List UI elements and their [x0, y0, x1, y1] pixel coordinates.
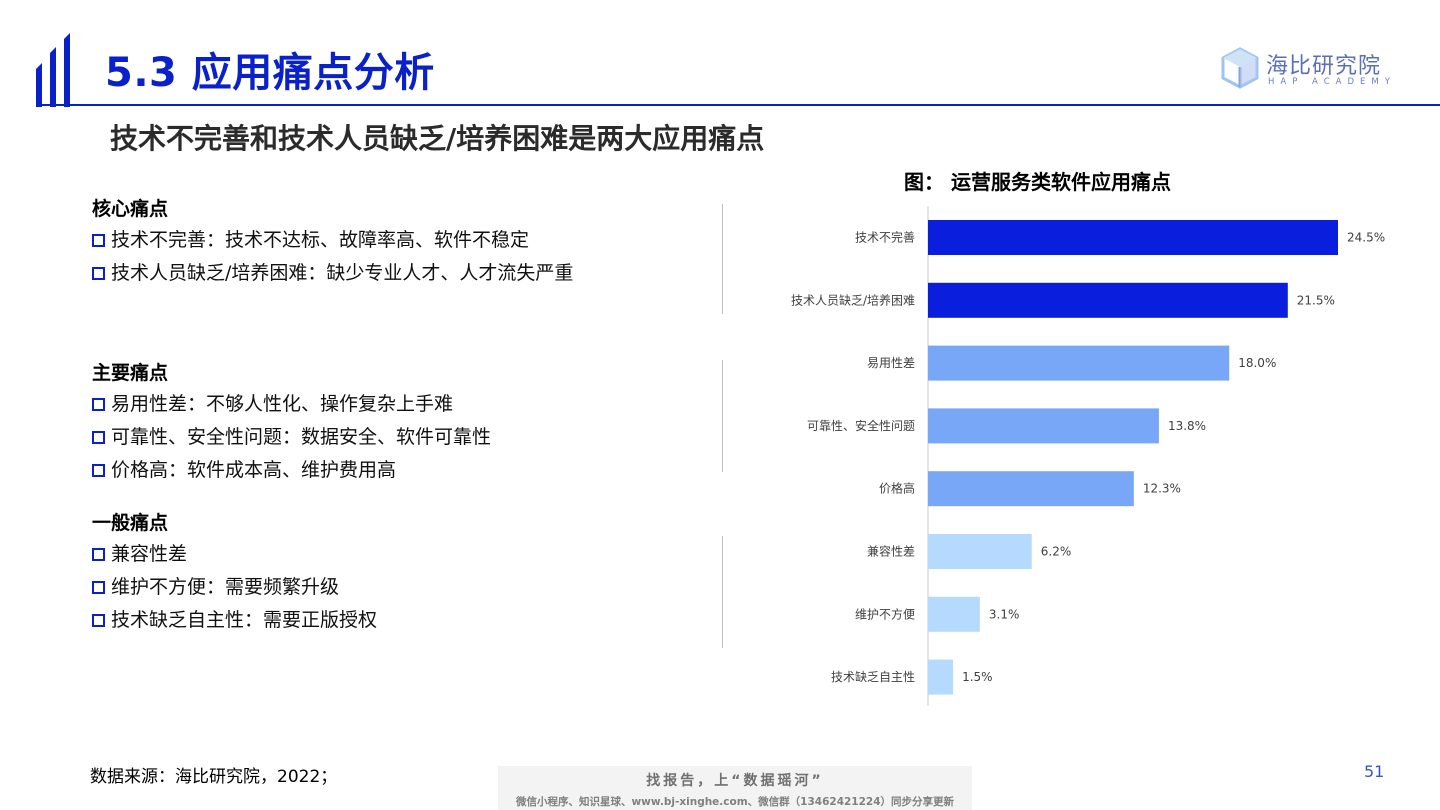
category-label: 维护不方便: [855, 606, 915, 621]
item-text: 兼容性差: [111, 543, 188, 565]
chart-bar: [928, 282, 1288, 318]
pain-group-general: 一般痛点 兼容性差 维护不方便：需要频繁升级 技术缺乏自主性：需要正版授权: [92, 508, 377, 637]
category-label: 技术不完善: [855, 230, 915, 245]
group-title: 核心痛点: [92, 198, 169, 220]
watermark-line-2: 微信小程序、知识星球、www.bj-xinghe.com、微信群（1346242…: [515, 796, 955, 808]
chart-title: 图： 运营服务类软件应用痛点: [904, 170, 1171, 194]
pain-group-core: 核心痛点 技术不完善：技术不达标、故障率高、软件不稳定 技术人员缺乏/培养困难：…: [92, 194, 573, 290]
value-label: 21.5%: [1297, 293, 1335, 307]
square-bullet-icon: [92, 398, 105, 411]
square-bullet-icon: [92, 548, 105, 561]
item-text: 易用性差：不够人性化、操作复杂上手难: [111, 393, 454, 415]
category-label: 兼容性差: [867, 544, 915, 559]
title-decoration: [36, 33, 70, 107]
item-text: 技术缺乏自主性：需要正版授权: [111, 609, 378, 631]
title-divider: [36, 104, 1440, 106]
list-item: 价格高：软件成本高、维护费用高: [92, 454, 491, 487]
value-label: 6.2%: [1041, 545, 1072, 559]
logo-name: 海比研究院: [1266, 54, 1382, 79]
square-bullet-icon: [92, 614, 105, 627]
chart-bar: [928, 471, 1134, 507]
value-label: 12.3%: [1143, 482, 1181, 496]
list-item: 技术不完善：技术不达标、故障率高、软件不稳定: [92, 224, 573, 257]
value-label: 18.0%: [1238, 356, 1276, 370]
item-text: 维护不方便：需要频繁升级: [111, 576, 340, 598]
square-bullet-icon: [92, 581, 105, 594]
square-bullet-icon: [92, 464, 105, 477]
chart-bar: [928, 596, 980, 632]
chart-bar: [928, 220, 1338, 255]
group-separator: [722, 536, 723, 648]
square-bullet-icon: [92, 431, 105, 444]
item-text: 技术人员缺乏/培养困难：缺少专业人才、人才流失严重: [111, 262, 574, 284]
item-text: 价格高：软件成本高、维护费用高: [111, 459, 397, 481]
page-title: 5.3 应用痛点分析: [105, 50, 435, 96]
list-item: 技术人员缺乏/培养困难：缺少专业人才、人才流失严重: [92, 257, 573, 290]
item-text: 技术不完善：技术不达标、故障率高、软件不稳定: [111, 229, 530, 251]
value-label: 13.8%: [1168, 419, 1206, 433]
group-separator: [722, 204, 723, 314]
watermark-line-1: 找报告，上“数据瑶河”: [646, 773, 824, 789]
chart-bar: [928, 534, 1032, 569]
group-title: 主要痛点: [92, 362, 169, 384]
group-title: 一般痛点: [92, 512, 169, 534]
cube-logo-icon: [1221, 47, 1259, 89]
value-label: 24.5%: [1347, 231, 1385, 245]
category-label: 易用性差: [867, 356, 915, 370]
list-item: 兼容性差: [92, 538, 377, 571]
page-number: 51: [1364, 762, 1385, 781]
value-label: 1.5%: [962, 670, 993, 684]
category-label: 可靠性、安全性问题: [807, 418, 915, 433]
data-source: 数据来源：海比研究院，2022；: [90, 767, 338, 787]
chart-bar: [928, 408, 1159, 444]
watermark: 找报告，上“数据瑶河” 微信小程序、知识星球、www.bj-xinghe.com…: [498, 766, 972, 810]
category-label: 价格高: [879, 481, 915, 496]
item-text: 可靠性、安全性问题：数据安全、软件可靠性: [111, 426, 492, 448]
chart-bar: [928, 345, 1230, 381]
group-separator: [722, 360, 723, 472]
list-item: 可靠性、安全性问题：数据安全、软件可靠性: [92, 421, 491, 454]
square-bullet-icon: [92, 234, 105, 247]
slide-subtitle: 技术不完善和技术人员缺乏/培养困难是两大应用痛点: [110, 122, 765, 155]
chart-bar: [928, 659, 954, 695]
category-label: 技术缺乏自主性: [831, 669, 915, 684]
category-label: 技术人员缺乏/培养困难: [791, 292, 915, 307]
list-item: 技术缺乏自主性：需要正版授权: [92, 604, 377, 637]
logo-subtitle: HAP ACADEMY: [1268, 77, 1396, 87]
value-label: 3.1%: [989, 607, 1020, 621]
list-item: 易用性差：不够人性化、操作复杂上手难: [92, 388, 491, 421]
square-bullet-icon: [92, 267, 105, 280]
list-item: 维护不方便：需要频繁升级: [92, 571, 377, 604]
logo: 海比研究院 HAP ACADEMY: [1220, 46, 1390, 94]
pain-group-main: 主要痛点 易用性差：不够人性化、操作复杂上手难 可靠性、安全性问题：数据安全、软…: [92, 358, 491, 487]
